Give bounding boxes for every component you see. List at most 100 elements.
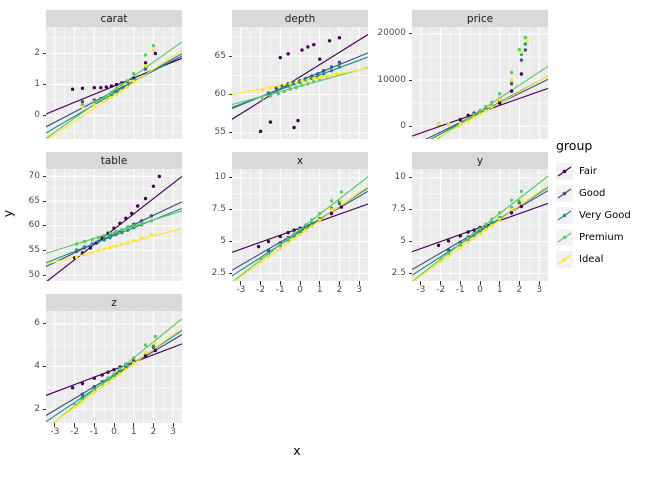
facet-strip-z: z xyxy=(46,294,182,311)
point-ideal xyxy=(478,232,482,236)
point-premium xyxy=(517,47,522,52)
y-tick-mark xyxy=(228,94,232,95)
point-ideal xyxy=(310,224,314,228)
point-fair xyxy=(109,84,114,88)
y-tick-label: 2.5 xyxy=(391,267,406,278)
point-premium xyxy=(106,376,110,380)
y-tick-label: 50 xyxy=(28,269,40,280)
point-fair xyxy=(153,51,158,56)
smooth-line-fair xyxy=(232,34,368,120)
point-premium xyxy=(446,251,451,256)
point-premium xyxy=(120,227,124,232)
point-fair xyxy=(153,348,158,353)
y-tick-mark xyxy=(408,177,412,179)
point-premium xyxy=(276,92,281,96)
legend-label: Good xyxy=(579,187,606,199)
point-fair xyxy=(339,205,344,209)
point-fair xyxy=(256,244,261,249)
y-tick-mark xyxy=(42,52,46,54)
point-premium xyxy=(124,362,128,367)
point-ideal xyxy=(120,242,124,247)
y-tick-label: 0 xyxy=(34,110,40,121)
point-premium xyxy=(498,92,502,96)
point-premium xyxy=(292,232,296,236)
x-tick-label: 1 xyxy=(496,285,503,295)
point-ideal xyxy=(472,236,476,241)
point-premium xyxy=(260,97,265,101)
y-tick-mark xyxy=(408,125,412,127)
y-tick-label: 20000 xyxy=(377,28,406,39)
point-fair xyxy=(266,239,271,244)
x-tick-label: 3 xyxy=(170,427,176,437)
point-fair xyxy=(80,381,85,386)
point-very-good xyxy=(151,344,156,348)
point-fair xyxy=(143,196,148,201)
y-tick-label: 7.5 xyxy=(211,204,226,215)
point-ideal xyxy=(92,103,96,107)
point-good xyxy=(321,69,326,73)
facet-panel-y xyxy=(412,169,548,281)
x-tick-mark xyxy=(260,281,262,285)
point-good xyxy=(139,219,144,223)
y-tick-label: 7.5 xyxy=(391,204,406,215)
x-tick-mark xyxy=(479,281,481,285)
x-tick-label: 0 xyxy=(477,285,483,295)
point-good xyxy=(519,58,524,62)
point-ideal xyxy=(446,254,451,258)
facet-strip-carat: carat xyxy=(46,10,182,27)
x-tick-label: 2 xyxy=(336,285,343,295)
point-fair xyxy=(292,125,296,130)
point-ideal xyxy=(312,76,316,81)
point-ideal xyxy=(300,78,304,83)
point-premium xyxy=(466,236,470,241)
x-tick-label: -1 xyxy=(455,285,465,295)
point-premium xyxy=(458,242,462,246)
point-ideal xyxy=(104,98,109,102)
point-ideal xyxy=(438,259,443,263)
y-tick-label: 60 xyxy=(214,89,226,99)
point-very-good xyxy=(310,222,314,226)
point-premium xyxy=(478,108,482,113)
point-premium xyxy=(294,85,298,90)
point-ideal xyxy=(292,237,296,241)
point-good xyxy=(509,81,514,86)
point-premium xyxy=(108,231,112,236)
point-premium xyxy=(498,211,502,215)
point-premium xyxy=(306,82,310,86)
x-tick-mark xyxy=(440,281,442,285)
point-premium xyxy=(278,243,282,247)
point-ideal xyxy=(114,92,119,97)
point-ideal xyxy=(151,48,156,53)
point-ideal xyxy=(80,399,85,404)
legend-key-icon xyxy=(556,250,573,268)
x-tick-mark xyxy=(172,423,174,427)
y-tick-label: 2.5 xyxy=(211,267,226,278)
facet-panel-table xyxy=(46,169,182,281)
point-very-good xyxy=(120,230,124,235)
point-premium xyxy=(478,227,482,231)
point-ideal xyxy=(472,115,476,120)
point-fair xyxy=(99,85,103,90)
point-ideal xyxy=(306,78,310,82)
x-tick-label: 1 xyxy=(316,285,323,295)
point-premium xyxy=(139,222,144,226)
legend-key-icon xyxy=(556,206,573,224)
point-premium xyxy=(268,94,273,98)
point-fair xyxy=(306,45,310,49)
y-tick-mark xyxy=(228,55,232,57)
point-very-good xyxy=(280,85,284,90)
x-tick-mark xyxy=(338,281,340,285)
facet-strip-price: price xyxy=(412,10,548,27)
x-tick-mark xyxy=(420,281,422,285)
point-fair xyxy=(104,85,109,89)
point-ideal xyxy=(490,105,494,109)
point-premium xyxy=(300,83,304,88)
point-ideal xyxy=(72,405,77,409)
point-ideal xyxy=(143,64,148,68)
point-premium xyxy=(258,257,263,262)
legend-items: Fair Good Very Good Premium Ideal xyxy=(556,162,668,268)
legend-item-very-good: Very Good xyxy=(556,206,668,224)
y-tick-mark xyxy=(42,225,46,227)
x-tick-label: -1 xyxy=(89,427,99,437)
point-ideal xyxy=(294,80,298,84)
